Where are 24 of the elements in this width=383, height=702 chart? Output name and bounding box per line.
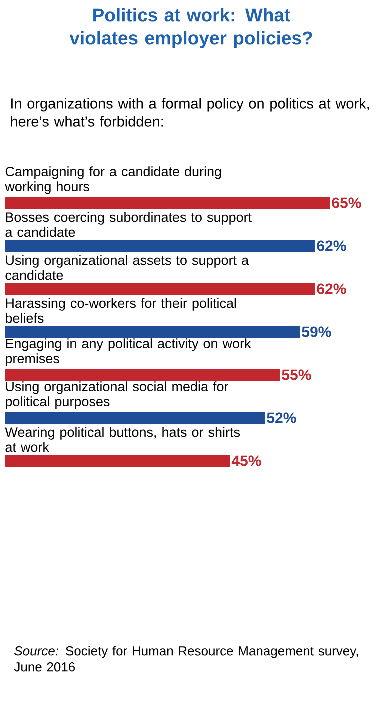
data-label: 59% [302, 326, 332, 338]
data-label: 65% [332, 198, 362, 208]
y-tick-label: Engaging in any political activity on work premises [6, 338, 252, 366]
y-tick-label: Campaigning for a candidate during working hours [5, 166, 222, 194]
y-tick-label: Using organizational social media for political purposes [6, 382, 229, 410]
data-label: 52% [267, 412, 296, 424]
data-label: 55% [282, 370, 312, 380]
data-label: 62% [317, 284, 346, 294]
y-tick-label: Wearing political buttons, hats or shirts at work [5, 427, 240, 452]
bar [5, 455, 230, 467]
data-label: 45% [232, 456, 262, 466]
y-tick-label: Bosses coercing subordinates to support a candidate [6, 212, 252, 238]
chart-title: Politics at work: What violates employer policies? [70, 8, 312, 48]
text: Source: Society for Human Resource Management survey, June 2016 [14, 646, 358, 672]
chart-subtitle: In organizations with a formal policy on politics at work, here’s what’s forbidden: [11, 98, 370, 127]
bar [5, 326, 300, 338]
bar [5, 197, 330, 210]
y-tick-label: Harassing co-workers for their political beliefs [6, 298, 236, 324]
data-label: 62% [317, 240, 346, 252]
bar [5, 283, 315, 296]
y-tick-label: Using organizational assets to support a candidate [6, 255, 250, 280]
bar [5, 240, 315, 252]
bar [5, 412, 265, 424]
bar [5, 369, 280, 382]
